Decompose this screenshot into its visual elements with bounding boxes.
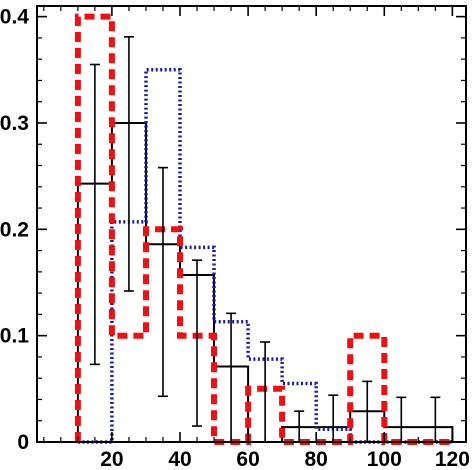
x-tick-label-3: 80: [305, 448, 328, 470]
plot-border: [36, 5, 467, 443]
x-tick-label-5: 120: [435, 448, 470, 470]
x-tick-label-2: 60: [236, 448, 259, 470]
plot-frame: [36, 5, 467, 443]
x-tick-label-4: 100: [367, 448, 402, 470]
x-tick-label-0: 20: [100, 448, 123, 470]
ticks-layer: [37, 6, 466, 443]
y-tick-label-0: 0: [17, 431, 29, 454]
y-tick-label-3: 0.3: [0, 112, 29, 135]
y-tick-label-4: 0.4: [0, 6, 29, 29]
error-bars-layer: [89, 36, 441, 442]
y-tick-label-2: 0.2: [0, 218, 29, 241]
x-tick-label-1: 40: [168, 448, 191, 470]
y-tick-label-1: 0.1: [0, 325, 29, 348]
tick-labels-layer: 20 40 60 80 100 120 0 0.1 0.2 0.3 0.4: [0, 6, 470, 470]
